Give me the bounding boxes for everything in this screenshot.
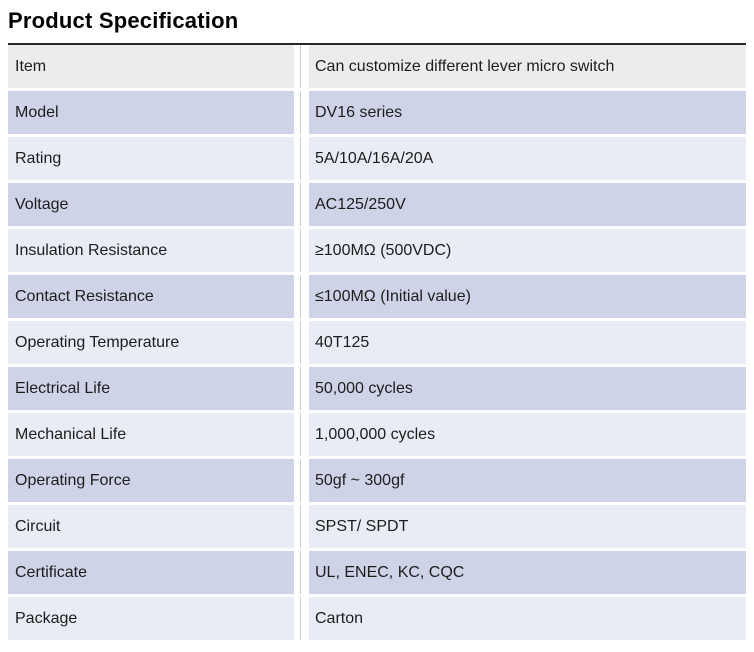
spec-row: Item Can customize different lever micro … (8, 45, 746, 88)
spec-row-value: AC125/250V (309, 183, 746, 226)
column-divider (294, 183, 309, 226)
spec-row: Contact Resistance ≤100MΩ (Initial value) (8, 275, 746, 318)
column-divider (294, 137, 309, 180)
divider-line (300, 597, 301, 640)
column-divider (294, 45, 309, 88)
column-divider (294, 321, 309, 364)
column-divider (294, 551, 309, 594)
column-divider (294, 367, 309, 410)
spec-row: Rating 5A/10A/16A/20A (8, 137, 746, 180)
spec-row: Operating Force 50gf ~ 300gf (8, 459, 746, 502)
divider-line (300, 275, 301, 318)
spec-row-value: Can customize different lever micro swit… (309, 45, 746, 88)
spec-row: Insulation Resistance ≥100MΩ (500VDC) (8, 229, 746, 272)
spec-row: Package Carton (8, 597, 746, 640)
spec-row-value: Carton (309, 597, 746, 640)
column-divider (294, 91, 309, 134)
spec-row-value: 40T125 (309, 321, 746, 364)
spec-row: Mechanical Life 1,000,000 cycles (8, 413, 746, 456)
divider-line (300, 505, 301, 548)
divider-line (300, 413, 301, 456)
spec-row-label: Circuit (8, 505, 294, 548)
column-divider (294, 413, 309, 456)
spec-row-label: Operating Temperature (8, 321, 294, 364)
divider-line (300, 229, 301, 272)
spec-row: Certificate UL, ENEC, KC, CQC (8, 551, 746, 594)
spec-row: Electrical Life 50,000 cycles (8, 367, 746, 410)
spec-row-label: Rating (8, 137, 294, 180)
spec-row-label: Contact Resistance (8, 275, 294, 318)
column-divider (294, 459, 309, 502)
spec-row-label: Package (8, 597, 294, 640)
divider-line (300, 183, 301, 226)
divider-line (300, 551, 301, 594)
spec-row-label: Insulation Resistance (8, 229, 294, 272)
spec-row-label: Mechanical Life (8, 413, 294, 456)
spec-row-value: ≤100MΩ (Initial value) (309, 275, 746, 318)
spec-row-value: SPST/ SPDT (309, 505, 746, 548)
divider-line (300, 137, 301, 180)
spec-row-label: Certificate (8, 551, 294, 594)
divider-line (300, 367, 301, 410)
spec-row-value: DV16 series (309, 91, 746, 134)
spec-row-value: UL, ENEC, KC, CQC (309, 551, 746, 594)
spec-row: Operating Temperature 40T125 (8, 321, 746, 364)
column-divider (294, 597, 309, 640)
spec-row-value: 5A/10A/16A/20A (309, 137, 746, 180)
spec-row: Voltage AC125/250V (8, 183, 746, 226)
spec-row-label: Item (8, 45, 294, 88)
spec-row-value: 1,000,000 cycles (309, 413, 746, 456)
divider-line (300, 91, 301, 134)
spec-row-label: Operating Force (8, 459, 294, 502)
spec-row-value: ≥100MΩ (500VDC) (309, 229, 746, 272)
divider-line (300, 321, 301, 364)
spec-row-value: 50gf ~ 300gf (309, 459, 746, 502)
column-divider (294, 229, 309, 272)
page-title: Product Specification (8, 8, 239, 33)
column-divider (294, 275, 309, 318)
divider-line (300, 45, 301, 88)
spec-row-label: Voltage (8, 183, 294, 226)
spec-row-value: 50,000 cycles (309, 367, 746, 410)
spec-row: Model DV16 series (8, 91, 746, 134)
spec-row-label: Model (8, 91, 294, 134)
spec-row: Circuit SPST/ SPDT (8, 505, 746, 548)
spec-row-label: Electrical Life (8, 367, 294, 410)
column-divider (294, 505, 309, 548)
divider-line (300, 459, 301, 502)
spec-table: Item Can customize different lever micro … (8, 43, 746, 640)
